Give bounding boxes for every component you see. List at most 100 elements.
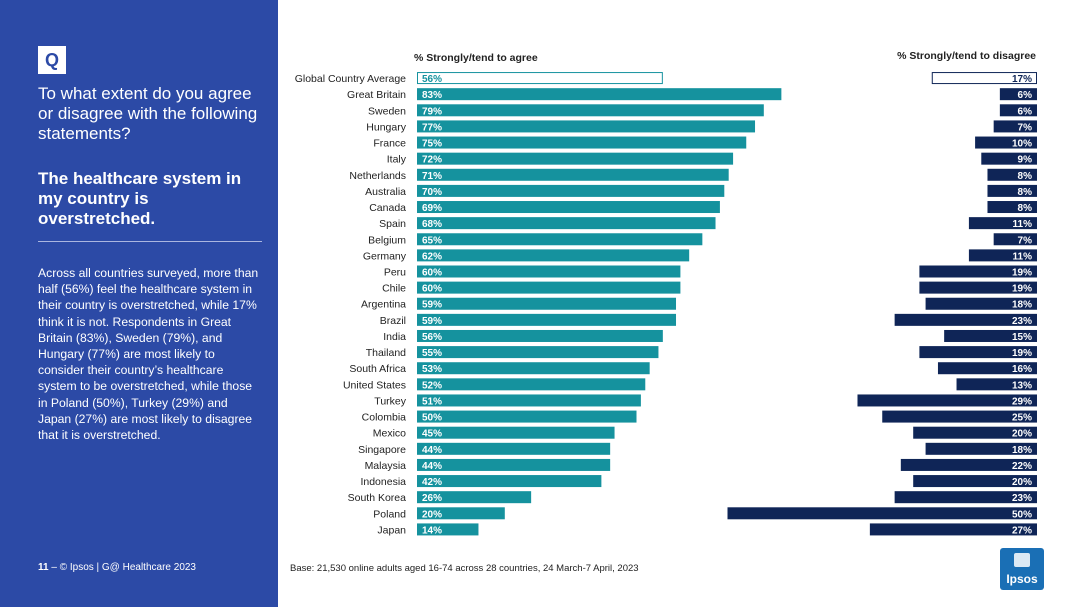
agree-bar	[417, 152, 734, 165]
disagree-bar	[937, 362, 1037, 375]
disagree-value-label: 17%	[1012, 74, 1032, 85]
agree-bar	[417, 168, 729, 181]
disagree-value-label: 13%	[1012, 380, 1032, 391]
category-label: Mexico	[373, 428, 406, 440]
agree-value-label: 56%	[422, 74, 442, 85]
category-label: Argentina	[361, 299, 406, 311]
sidebar: Q To what extent do you agree or disagre…	[0, 0, 278, 607]
agree-value-label: 75%	[422, 139, 442, 150]
category-label: South Africa	[349, 363, 406, 375]
disagree-bar	[913, 426, 1037, 439]
agree-value-label: 62%	[422, 251, 442, 262]
agree-bar	[417, 88, 782, 101]
agree-value-label: 44%	[422, 445, 442, 456]
disagree-value-label: 8%	[1018, 187, 1033, 198]
disagree-bar	[999, 104, 1037, 117]
disagree-value-label: 18%	[1012, 445, 1032, 456]
disagree-bar	[900, 458, 1037, 471]
disagree-bar	[913, 475, 1037, 488]
disagree-bar	[857, 394, 1037, 407]
statement-text: The healthcare system in my country is o…	[38, 169, 242, 228]
disagree-bar	[894, 313, 1037, 326]
agree-bar	[417, 458, 611, 471]
agree-bar	[417, 378, 646, 391]
agree-bar	[417, 217, 716, 230]
agree-bar	[417, 426, 615, 439]
disagree-bar	[882, 410, 1037, 423]
disagree-bar	[925, 297, 1037, 310]
disagree-value-label: 6%	[1018, 106, 1033, 117]
disagree-value-label: 23%	[1012, 493, 1032, 504]
agree-value-label: 79%	[422, 106, 442, 117]
disagree-value-label: 11%	[1013, 219, 1033, 230]
agree-bar	[417, 233, 703, 246]
agree-value-label: 52%	[422, 380, 442, 391]
category-label: Spain	[379, 218, 406, 230]
disagree-value-label: 6%	[1018, 90, 1033, 101]
agree-value-label: 60%	[422, 268, 442, 279]
category-label: Brazil	[380, 315, 406, 327]
category-label: Global Country Average	[295, 73, 406, 85]
disagree-value-label: 15%	[1012, 332, 1032, 343]
disagree-bar	[869, 523, 1037, 536]
category-label: Colombia	[362, 412, 407, 424]
agree-value-label: 70%	[422, 187, 442, 198]
ipsos-logo: Ipsos	[1000, 548, 1044, 590]
disagree-bar	[968, 217, 1037, 230]
agree-bar	[417, 394, 641, 407]
disagree-value-label: 19%	[1012, 284, 1032, 295]
disagree-value-label: 19%	[1012, 268, 1032, 279]
category-label: Sweden	[368, 105, 406, 117]
disagree-bar	[944, 329, 1037, 342]
disagree-bar	[968, 249, 1037, 262]
category-label: Germany	[363, 250, 407, 262]
category-label: United States	[343, 379, 406, 391]
page-number: 11	[38, 562, 49, 573]
agree-bar	[417, 72, 663, 85]
agree-bar	[417, 104, 764, 117]
agree-value-label: 55%	[422, 348, 442, 359]
agree-bar	[417, 184, 725, 197]
agree-bar	[417, 136, 747, 149]
agree-value-label: 14%	[422, 525, 442, 536]
agree-bar	[417, 491, 532, 504]
page-separator: –	[51, 562, 57, 573]
agree-bar	[417, 346, 659, 359]
disagree-value-label: 11%	[1013, 251, 1033, 262]
disagree-bar	[993, 233, 1037, 246]
agree-bar	[417, 265, 681, 278]
agree-bar	[417, 201, 720, 214]
disagree-value-label: 16%	[1012, 364, 1032, 375]
agree-bar	[417, 249, 690, 262]
disagree-bar	[919, 265, 1037, 278]
agree-bar	[417, 442, 611, 455]
disagree-bar	[919, 281, 1037, 294]
category-label: Canada	[369, 202, 406, 214]
agree-bar	[417, 120, 756, 133]
disagree-bar	[981, 152, 1037, 165]
disagree-value-label: 22%	[1012, 461, 1032, 472]
category-label: Netherlands	[349, 170, 406, 182]
agree-bar	[417, 523, 479, 536]
disagree-bar	[987, 201, 1037, 214]
category-label: Japan	[377, 524, 406, 536]
category-label: Australia	[365, 186, 406, 198]
agree-value-label: 71%	[422, 171, 442, 182]
disagree-value-label: 7%	[1018, 235, 1033, 246]
agree-value-label: 50%	[422, 413, 442, 424]
disagree-value-label: 7%	[1018, 122, 1033, 133]
disagree-value-label: 25%	[1012, 413, 1032, 424]
agree-value-label: 68%	[422, 219, 442, 230]
category-label: Turkey	[374, 395, 406, 407]
disagree-value-label: 19%	[1012, 348, 1032, 359]
category-label: Peru	[384, 267, 406, 279]
agree-bar	[417, 507, 505, 520]
disagree-bar	[956, 378, 1037, 391]
agree-value-label: 56%	[422, 332, 442, 343]
disagree-bar	[931, 72, 1038, 85]
agree-value-label: 69%	[422, 203, 442, 214]
disagree-value-label: 18%	[1012, 300, 1032, 311]
agree-value-label: 45%	[422, 429, 442, 440]
divider	[38, 241, 262, 242]
category-label: Belgium	[368, 234, 406, 246]
